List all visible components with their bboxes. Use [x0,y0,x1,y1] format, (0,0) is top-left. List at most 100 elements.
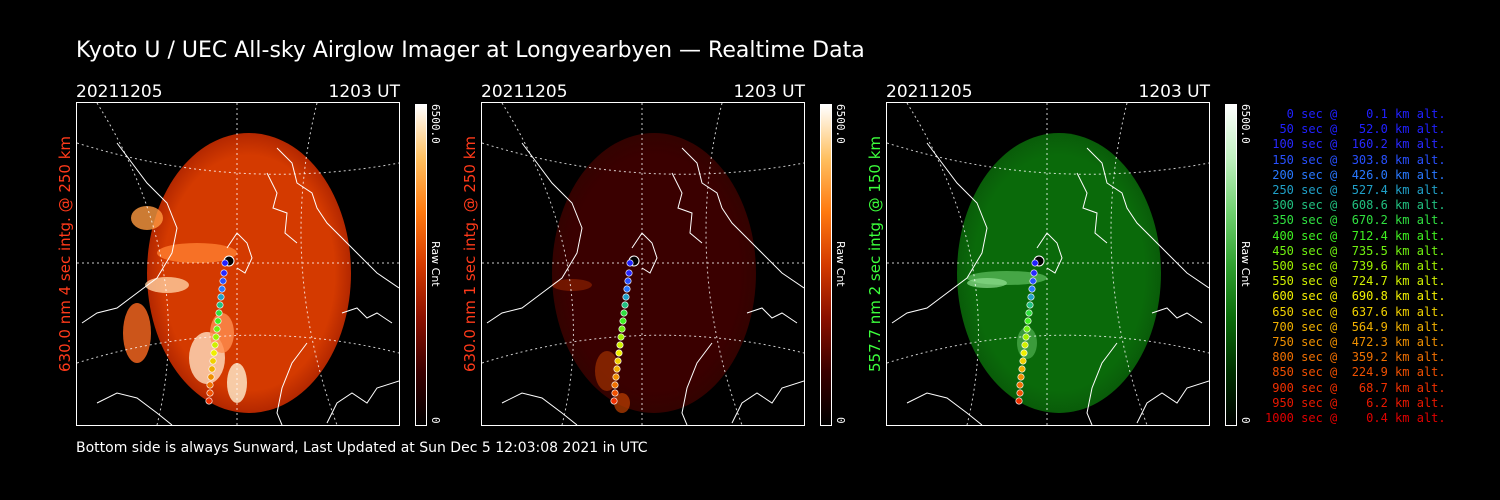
trajectory-point [1023,325,1031,333]
trajectory-point [1026,301,1034,309]
legend-row: 550 sec @ 724.7 km alt. [1265,274,1446,289]
panel-1-time: 1203 UT [328,82,401,102]
trajectory-point [205,397,213,405]
trajectory-point [620,309,628,317]
legend-row: 0 sec @ 0.1 km alt. [1265,107,1446,121]
trajectory-point [1030,269,1038,277]
legend-row: 850 sec @ 224.9 km alt. [1265,365,1446,380]
trajectory-point [1018,365,1026,373]
trajectory-point [617,333,625,341]
trajectory-point [1021,341,1029,349]
trajectory-point [1031,259,1039,267]
trajectory-point [216,301,224,309]
trajectory-point [1029,277,1037,285]
trajectory-point [210,349,218,357]
panel-2-allsky-image [481,102,805,426]
trajectory-point [612,373,620,381]
legend-row: 650 sec @ 637.6 km alt. [1265,304,1446,319]
trajectory-point [1025,309,1033,317]
panel-3-allsky-image [886,102,1210,426]
panel-3-colorbar-unit: Raw Cnt [1239,241,1252,287]
trajectory-point [1022,333,1030,341]
trajectory-point [217,293,225,301]
panel-1-colorbar [415,104,427,426]
legend-row: 600 sec @ 690.8 km alt. [1265,289,1446,304]
trajectory-point [209,357,217,365]
legend-row: 150 sec @ 303.8 km alt. [1265,152,1446,167]
trajectory-point [1016,381,1024,389]
trajectory-point [212,333,220,341]
trajectory-point [626,259,634,267]
legend-row: 50 sec @ 52.0 km alt. [1265,122,1446,137]
panel-3-wavelength-label: 557.7 nm 2 sec intg. @ 150 km [866,135,884,372]
trajectory-point [613,365,621,373]
footer-note: Bottom side is always Sunward, Last Upda… [76,440,648,456]
trajectory-point [208,365,216,373]
trajectory-point [207,373,215,381]
trajectory-point [218,285,226,293]
trajectory-legend: 0 sec @ 0.1 km alt. 50 sec @ 52.0 km alt… [1265,107,1446,426]
panel-2-date: 20211205 [481,82,568,102]
panel-2-colorbar-max: 6500.0 [834,104,847,144]
legend-row: 350 sec @ 670.2 km alt. [1265,213,1446,228]
legend-row: 950 sec @ 6.2 km alt. [1265,395,1446,410]
trajectory-point [616,341,624,349]
trajectory-point [206,381,214,389]
panel-1-colorbar-max: 6500.0 [429,104,442,144]
panel-1-allsky-image [76,102,400,426]
legend-row: 400 sec @ 712.4 km alt. [1265,228,1446,243]
legend-row: 700 sec @ 564.9 km alt. [1265,319,1446,334]
trajectory-point [220,269,228,277]
trajectory-point [206,389,214,397]
panel-1-date: 20211205 [76,82,163,102]
trajectory-point [618,325,626,333]
legend-row: 500 sec @ 739.6 km alt. [1265,259,1446,274]
trajectory-point [611,389,619,397]
page-title: Kyoto U / UEC All-sky Airglow Imager at … [76,38,865,63]
panel-3-time: 1203 UT [1138,82,1211,102]
legend-row: 100 sec @ 160.2 km alt. [1265,137,1446,152]
legend-row: 250 sec @ 527.4 km alt. [1265,183,1446,198]
trajectory-point [622,293,630,301]
panel-3-date: 20211205 [886,82,973,102]
allsky-disk [957,133,1161,413]
panel-3-colorbar [1225,104,1237,426]
legend-row: 450 sec @ 735.5 km alt. [1265,243,1446,258]
trajectory-point [1019,357,1027,365]
allsky-disk [552,133,756,413]
allsky-disk [147,133,351,413]
trajectory-point [219,277,227,285]
trajectory-point [623,285,631,293]
trajectory-point [615,349,623,357]
legend-row: 750 sec @ 472.3 km alt. [1265,335,1446,350]
trajectory-point [610,397,618,405]
panel-3-colorbar-min: 0 [1239,417,1252,424]
trajectory-point [624,277,632,285]
trajectory-point [614,357,622,365]
legend-row: 300 sec @ 608.6 km alt. [1265,198,1446,213]
panel-3-colorbar-max: 6500.0 [1239,104,1252,144]
trajectory-point [1016,389,1024,397]
trajectory-point [1028,285,1036,293]
legend-row: 800 sec @ 359.2 km alt. [1265,350,1446,365]
panel-2-colorbar-unit: Raw Cnt [834,241,847,287]
trajectory-point [214,317,222,325]
panel-2-time: 1203 UT [733,82,806,102]
panel-2-wavelength-label: 630.0 nm 1 sec intg. @ 250 km [461,135,479,372]
panel-2-colorbar [820,104,832,426]
trajectory-point [1020,349,1028,357]
trajectory-point [1024,317,1032,325]
trajectory-point [1017,373,1025,381]
trajectory-point [211,341,219,349]
legend-row: 1000 sec @ 0.4 km alt. [1265,411,1446,426]
trajectory-point [221,259,229,267]
panel-2-colorbar-min: 0 [834,417,847,424]
panel-1-wavelength-label: 630.0 nm 4 sec intg. @ 250 km [56,135,74,372]
legend-row: 200 sec @ 426.0 km alt. [1265,167,1446,182]
trajectory-point [625,269,633,277]
trajectory-point [1015,397,1023,405]
trajectory-point [621,301,629,309]
trajectory-point [611,381,619,389]
trajectory-point [213,325,221,333]
panel-1-colorbar-unit: Raw Cnt [429,241,442,287]
